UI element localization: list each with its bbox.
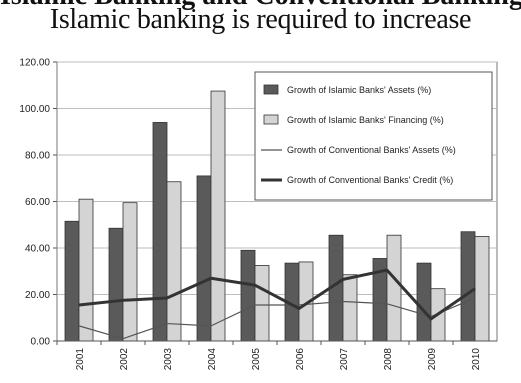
- bar-islamic-financing: [254, 265, 270, 342]
- bar-islamic-assets: [196, 175, 212, 342]
- x-tick-label: 2008: [383, 348, 394, 371]
- bar-islamic-financing: [386, 234, 402, 342]
- bar-islamic-financing: [78, 198, 94, 342]
- legend-swatch: [263, 84, 279, 95]
- bar-islamic-assets: [64, 220, 80, 342]
- bar-islamic-assets: [152, 122, 168, 342]
- bar-islamic-assets: [240, 249, 256, 342]
- y-tick-label: 120.00: [19, 58, 50, 69]
- legend-label: Growth of Islamic Banks' Assets (%): [287, 85, 431, 95]
- bar-islamic-assets: [460, 231, 476, 342]
- x-tick-label: 2007: [339, 348, 350, 371]
- x-tick-label: 2004: [207, 348, 218, 371]
- x-tick-label: 2001: [75, 348, 86, 371]
- x-tick-label: 2005: [251, 348, 262, 371]
- x-tick-label: 2002: [119, 348, 130, 371]
- legend-label: Growth of Islamic Banks' Financing (%): [287, 115, 444, 125]
- x-tick-label: 2009: [427, 348, 438, 371]
- bar-islamic-assets: [108, 227, 124, 342]
- line-conventional-credit: [78, 268, 476, 321]
- bar-islamic-assets: [416, 262, 432, 342]
- y-tick-label: 60.00: [25, 197, 50, 208]
- bar-islamic-financing: [122, 202, 138, 342]
- line-conventional-assets: [78, 297, 476, 340]
- legend-label: Growth of Conventional Banks' Assets (%): [287, 145, 456, 155]
- bar-islamic-financing: [342, 274, 358, 342]
- bar-islamic-financing: [166, 181, 182, 342]
- x-tick-label: 2010: [471, 348, 482, 371]
- bar-islamic-financing: [210, 90, 226, 342]
- y-tick-label: 20.00: [25, 290, 50, 301]
- y-tick-label: 40.00: [25, 244, 50, 255]
- legend-label: Growth of Conventional Banks' Credit (%): [287, 175, 453, 185]
- y-tick-label: 80.00: [25, 151, 50, 162]
- y-tick-label: 0.00: [31, 337, 51, 348]
- legend-swatch: [263, 114, 279, 125]
- heading-cut-line: Islamic Banking and Conventional Banking: [0, 0, 521, 12]
- heading-main-line: Islamic banking is required to increase: [49, 4, 472, 35]
- legend: [254, 71, 493, 201]
- x-tick-label: 2003: [163, 348, 174, 371]
- x-tick-label: 2006: [295, 348, 306, 371]
- heading: Islamic Banking and Conventional Banking…: [0, 0, 521, 40]
- y-tick-label: 100.00: [19, 104, 50, 115]
- bar-islamic-financing: [474, 235, 490, 342]
